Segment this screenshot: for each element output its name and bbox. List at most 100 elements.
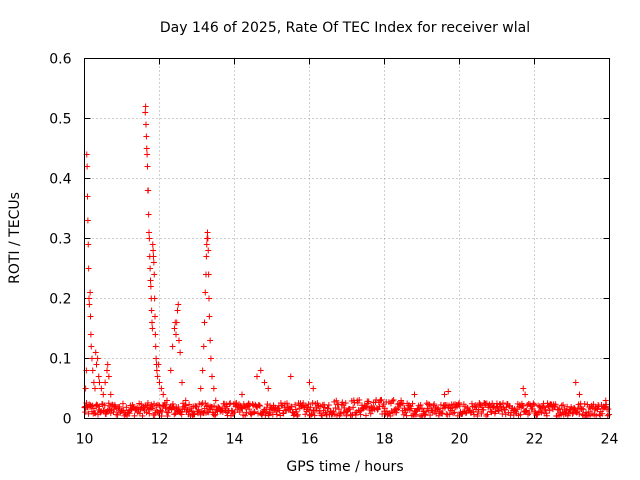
data-point [422, 411, 429, 418]
data-point [603, 401, 610, 408]
data-point [256, 402, 263, 409]
data-point [503, 404, 510, 411]
data-point [266, 409, 273, 416]
data-point [486, 401, 493, 408]
data-point [472, 402, 479, 409]
data-point [198, 401, 205, 408]
data-point [394, 406, 401, 413]
data-point [377, 397, 384, 404]
data-point [82, 409, 89, 416]
data-point [152, 343, 159, 350]
data-point [98, 385, 105, 392]
data-point [376, 403, 383, 410]
data-point [210, 385, 217, 392]
data-point [431, 401, 438, 408]
data-point [88, 343, 95, 350]
data-point [243, 409, 250, 416]
data-point [206, 313, 213, 320]
data-point [427, 412, 434, 419]
data-point [292, 401, 299, 408]
data-point [576, 410, 583, 417]
data-point [294, 411, 301, 418]
data-point [346, 405, 353, 412]
data-point [85, 265, 92, 272]
data-point [146, 410, 153, 417]
data-point [332, 404, 339, 411]
data-point [163, 401, 170, 408]
data-point [333, 412, 340, 419]
data-point [590, 401, 597, 408]
data-point [105, 400, 112, 407]
data-point [105, 373, 112, 380]
data-point [492, 408, 499, 415]
data-point [199, 367, 206, 374]
data-point [423, 408, 430, 415]
data-point [388, 408, 395, 415]
data-point [193, 403, 200, 410]
data-point [143, 121, 149, 128]
data-point [202, 289, 209, 296]
data-point [395, 405, 402, 412]
data-point [92, 410, 99, 417]
data-point [173, 331, 179, 338]
y-tick-label: 0.2 [49, 292, 71, 308]
data-point [150, 247, 157, 254]
data-point [151, 295, 158, 302]
data-point [599, 410, 606, 417]
data-point [233, 400, 240, 407]
data-point [165, 409, 172, 416]
x-tick-label: 24 [601, 432, 619, 448]
data-point [131, 412, 138, 419]
data-point [156, 379, 163, 386]
data-point [147, 277, 154, 284]
data-point [149, 325, 156, 332]
data-point [569, 410, 576, 417]
data-point [145, 187, 152, 194]
data-point [583, 409, 590, 416]
data-point [419, 405, 425, 412]
x-tick-label: 18 [376, 432, 394, 448]
data-point [305, 401, 312, 408]
data-point [265, 385, 272, 392]
data-point [522, 391, 529, 398]
data-point [245, 400, 252, 407]
data-point [435, 412, 442, 419]
data-point [558, 402, 565, 409]
y-tick-label: 0.6 [49, 52, 71, 68]
data-point [100, 391, 107, 398]
data-point [417, 402, 424, 409]
data-point [390, 396, 397, 403]
data-point [85, 241, 92, 248]
data-point [167, 367, 174, 374]
data-point [493, 400, 500, 407]
data-point [84, 193, 91, 200]
tick-labels: 10 12 14 16 18 20 22 24 0 0.1 0.2 0.3 0.4 0.5 0.6 [49, 52, 618, 448]
data-point [92, 385, 98, 392]
data-point [456, 403, 463, 410]
data-point [188, 407, 195, 414]
data-point [517, 411, 524, 418]
data-point [236, 409, 243, 416]
x-tick-label: 14 [226, 432, 244, 448]
data-point [116, 403, 123, 410]
data-point [341, 405, 348, 412]
data-point [207, 337, 214, 344]
data-point [555, 406, 562, 413]
data-point [139, 412, 146, 419]
data-point [119, 400, 126, 407]
data-point [454, 412, 461, 419]
data-point [323, 411, 330, 418]
data-point [99, 400, 106, 407]
data-point [350, 404, 357, 411]
data-point [564, 412, 571, 419]
data-point [451, 409, 458, 416]
data-point [441, 391, 448, 398]
data-point [438, 410, 445, 417]
data-point [537, 408, 544, 415]
y-tick-label: 0.5 [49, 112, 71, 128]
data-point [342, 400, 349, 407]
data-point [393, 409, 400, 416]
data-point [162, 405, 169, 412]
data-point [302, 411, 309, 418]
data-point [143, 133, 150, 140]
